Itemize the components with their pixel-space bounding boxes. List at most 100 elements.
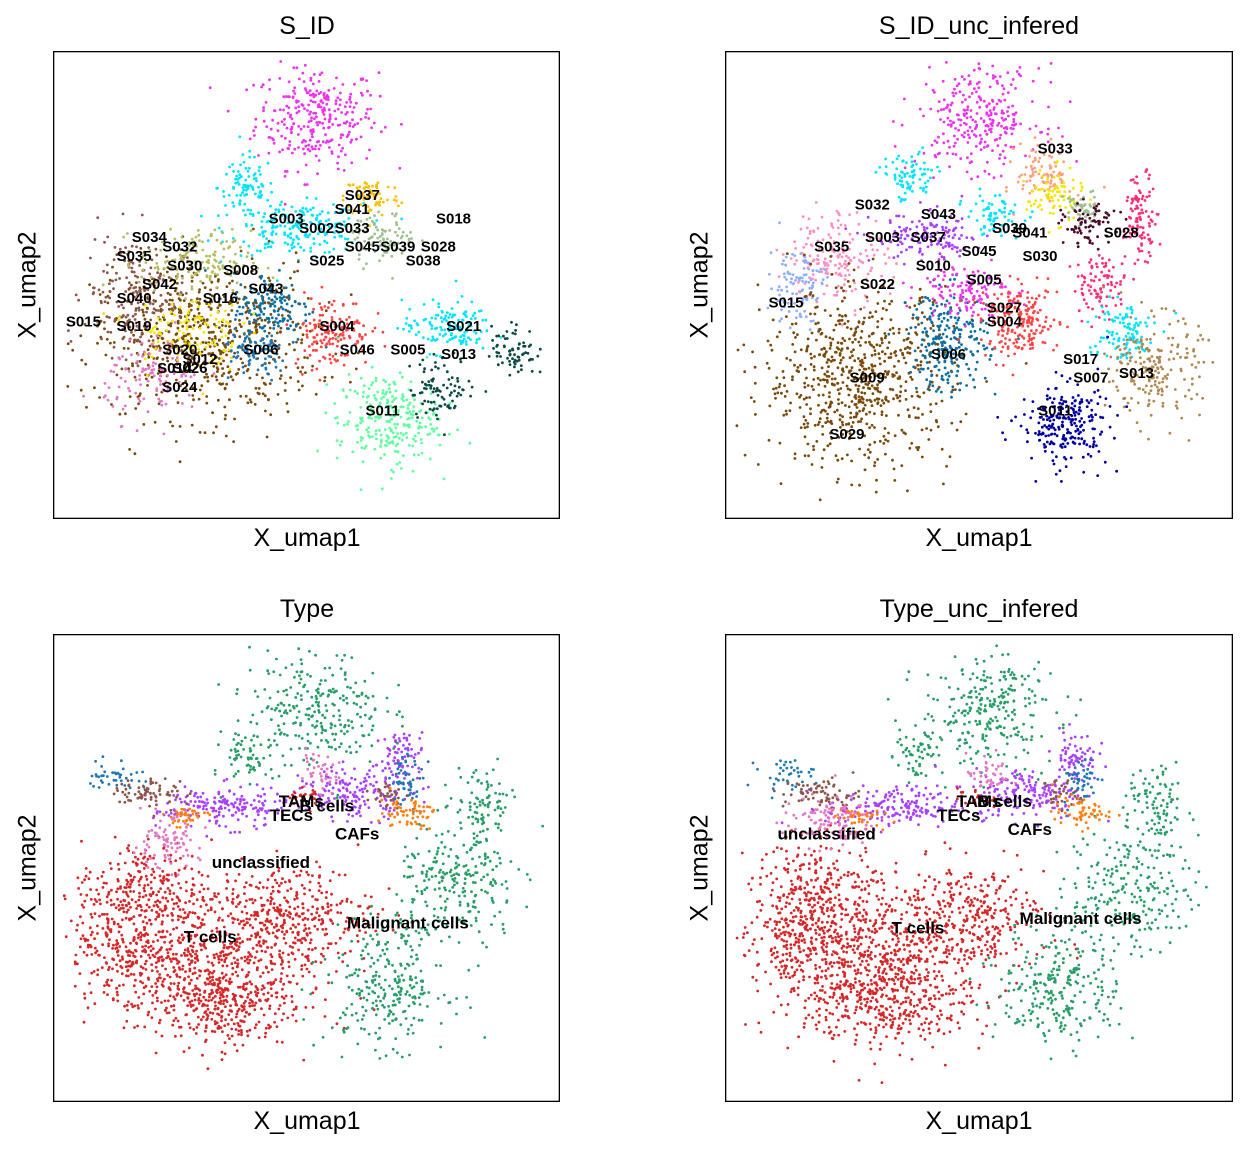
cell-point <box>370 383 373 387</box>
cell-point <box>1076 275 1080 278</box>
cell-point <box>866 215 870 219</box>
cell-point <box>321 101 325 105</box>
cell-point <box>236 351 240 354</box>
cell-point <box>165 255 168 259</box>
cell-point <box>285 402 289 405</box>
cell-point <box>394 230 397 234</box>
cell-point <box>392 243 396 247</box>
cell-point <box>421 239 424 243</box>
cell-point <box>447 404 450 407</box>
cell-point <box>809 412 812 416</box>
cell-point <box>278 296 282 299</box>
cell-point <box>832 250 836 254</box>
cell-point <box>1101 220 1105 224</box>
cell-point <box>394 435 398 438</box>
cell-point <box>484 390 488 393</box>
cell-point <box>888 302 891 306</box>
cell-point <box>918 178 922 181</box>
cell-point <box>264 357 267 361</box>
cell-point <box>1135 175 1138 179</box>
cell-point <box>277 356 281 359</box>
cell-point <box>536 354 540 358</box>
cell-point <box>284 95 288 98</box>
cell-point <box>806 425 809 429</box>
cell-point <box>508 349 511 353</box>
cell-point <box>344 112 348 116</box>
cell-point <box>84 362 88 366</box>
cell-point <box>235 174 239 178</box>
cell-point <box>946 103 950 107</box>
cell-point <box>1090 212 1094 216</box>
cell-point <box>156 271 159 274</box>
cell-point <box>825 284 829 287</box>
cell-point <box>803 435 807 439</box>
cell-point <box>265 435 269 439</box>
cell-point <box>317 103 321 106</box>
cell-point <box>278 108 282 112</box>
cell-point <box>184 253 187 257</box>
cell-point <box>837 436 841 439</box>
cell-point <box>1141 211 1145 215</box>
cell-point <box>853 309 857 312</box>
cell-point <box>818 246 821 250</box>
cell-point <box>953 361 957 364</box>
cell-point <box>205 361 209 365</box>
cell-point <box>1004 117 1007 121</box>
cell-point <box>1100 270 1104 274</box>
cell-point <box>436 388 439 392</box>
cell-point <box>82 394 85 398</box>
cell-point <box>412 437 415 441</box>
cell-point <box>257 387 261 390</box>
cell-point <box>513 365 516 369</box>
cell-point <box>311 128 315 131</box>
cell-point <box>379 406 383 410</box>
cell-point <box>69 340 73 343</box>
cell-point <box>296 170 300 174</box>
cell-point <box>892 235 895 239</box>
cell-point <box>853 403 857 406</box>
cell-point <box>228 245 232 249</box>
cell-point <box>290 221 294 224</box>
cell-point <box>792 331 796 335</box>
cell-point <box>995 138 999 141</box>
cell-point <box>117 385 121 389</box>
cell-point <box>228 299 232 303</box>
cell-point <box>1052 175 1056 179</box>
cell-point <box>351 211 354 215</box>
cell-point <box>998 136 1002 140</box>
cell-point <box>971 322 974 326</box>
cell-point <box>398 166 402 170</box>
cell-point <box>857 395 861 398</box>
cell-point <box>930 234 934 238</box>
cell-point <box>134 391 138 395</box>
cell-point <box>502 334 505 338</box>
cell-point <box>179 321 183 324</box>
cell-point <box>155 387 159 390</box>
cell-point <box>1071 178 1075 182</box>
cell-point <box>267 151 271 155</box>
cell-point <box>887 356 891 359</box>
cell-point <box>873 426 876 429</box>
cell-point <box>380 438 383 442</box>
cell-point <box>410 326 413 330</box>
cell-point <box>395 199 398 203</box>
cell-point <box>936 165 939 169</box>
cell-point <box>323 251 327 254</box>
cell-point <box>838 413 842 417</box>
cell-point <box>1068 166 1072 170</box>
cluster-label: S043 <box>248 281 283 298</box>
cell-point <box>395 223 399 227</box>
cell-point <box>866 383 870 387</box>
cell-point <box>123 259 126 263</box>
cell-point <box>922 161 926 165</box>
cell-point <box>802 415 806 419</box>
cell-point <box>257 169 261 173</box>
cell-point <box>991 76 995 80</box>
cell-point <box>139 295 143 299</box>
cell-point <box>371 408 375 412</box>
cell-point <box>410 416 414 419</box>
cell-point <box>806 261 810 265</box>
cell-point <box>816 423 820 426</box>
cell-point <box>1080 287 1084 291</box>
